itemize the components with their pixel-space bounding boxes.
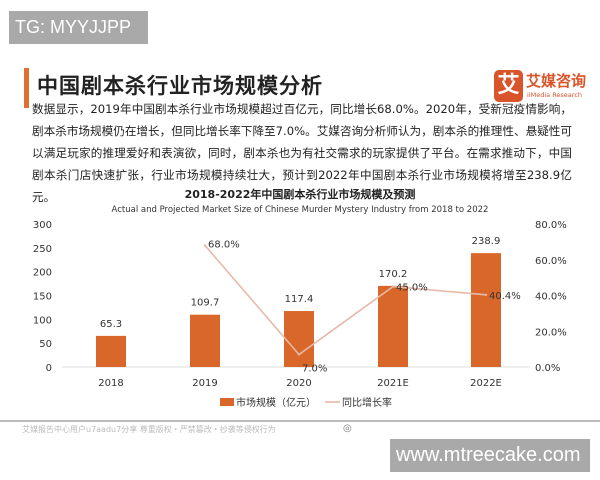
- summary-paragraph: 数据显示，2019年中国剧本杀行业市场规模超过百亿元，同比增长68.0%。202…: [32, 102, 572, 204]
- x-tick-label: 2021E: [377, 378, 409, 389]
- logo-en: iiMedia Research: [527, 91, 583, 99]
- market-size-chart: 2018-2022年中国剧本杀行业市场规模及预测 Actual and Proj…: [33, 187, 567, 409]
- bar-2021E: [378, 285, 408, 367]
- growth-point-2020: [297, 353, 301, 356]
- bar-data-label: 170.2: [379, 269, 408, 280]
- left-tick-label: 150: [33, 292, 52, 303]
- bar-2018: [96, 335, 126, 367]
- x-tick-label: 2019: [192, 378, 217, 389]
- right-tick-label: 40.0%: [535, 292, 567, 303]
- x-tick-label: 2022E: [470, 378, 502, 389]
- bar-data-label: 109.7: [191, 298, 220, 309]
- bar-2020: [284, 311, 314, 367]
- right-tick-label: 60.0%: [535, 256, 567, 267]
- growth-point-2021E: [391, 285, 395, 288]
- left-tick-label: 0: [46, 363, 52, 374]
- bar-data-label: 238.9: [472, 236, 501, 247]
- bar-2022E: [471, 253, 501, 367]
- logo-cn: 艾媒咨询: [526, 72, 587, 90]
- right-tick-label: 80.0%: [535, 220, 567, 231]
- growth-rate-line: [204, 244, 487, 356]
- growth-point-2022E: [484, 293, 488, 296]
- line-data-label: 68.0%: [208, 239, 240, 250]
- legend-bar-label: 市场规模（亿元）: [236, 396, 316, 409]
- bar-data-label: 65.3: [100, 319, 122, 330]
- watermark-bottom-right: www.mtreecake.com: [390, 439, 590, 472]
- bar-data-label: 117.4: [285, 294, 314, 305]
- footer-logo-icon: ◎: [343, 423, 352, 434]
- growth-point-2019: [203, 244, 207, 247]
- chart-title: 2018-2022年中国剧本杀行业市场规模及预测: [185, 187, 416, 201]
- title-accent-bar: [24, 68, 29, 108]
- right-tick-label: 20.0%: [535, 327, 567, 338]
- x-tick-label: 2020: [286, 378, 311, 389]
- line-data-label: 40.4%: [489, 291, 521, 302]
- footer-text: 艾媒报告中心用户u7aadu7分享 尊重版权・严禁篡改・抄袭等侵权行为: [22, 425, 276, 434]
- line-data-label: 45.0%: [396, 283, 428, 294]
- left-tick-label: 300: [33, 220, 52, 231]
- legend-bar-swatch: [220, 398, 234, 406]
- left-tick-label: 200: [33, 268, 52, 279]
- bar-2019: [190, 314, 220, 367]
- legend-line-label: 同比增长率: [342, 396, 392, 409]
- footer-divider: [0, 420, 600, 422]
- right-tick-label: 0.0%: [535, 363, 560, 374]
- left-tick-label: 100: [33, 315, 52, 326]
- x-tick-label: 2018: [98, 378, 123, 389]
- left-tick-label: 50: [39, 339, 52, 350]
- left-tick-label: 250: [33, 244, 52, 255]
- logo-mark: 艾: [494, 70, 523, 102]
- imedia-logo: 艾 艾媒咨询 iiMedia Research: [494, 70, 590, 106]
- line-data-label: 7.0%: [302, 363, 327, 374]
- chart-subtitle: Actual and Projected Market Size of Chin…: [112, 205, 489, 215]
- page-title: 中国剧本杀行业市场规模分析: [37, 74, 323, 98]
- watermark-top-left: TG: MYYJJPP: [9, 11, 148, 44]
